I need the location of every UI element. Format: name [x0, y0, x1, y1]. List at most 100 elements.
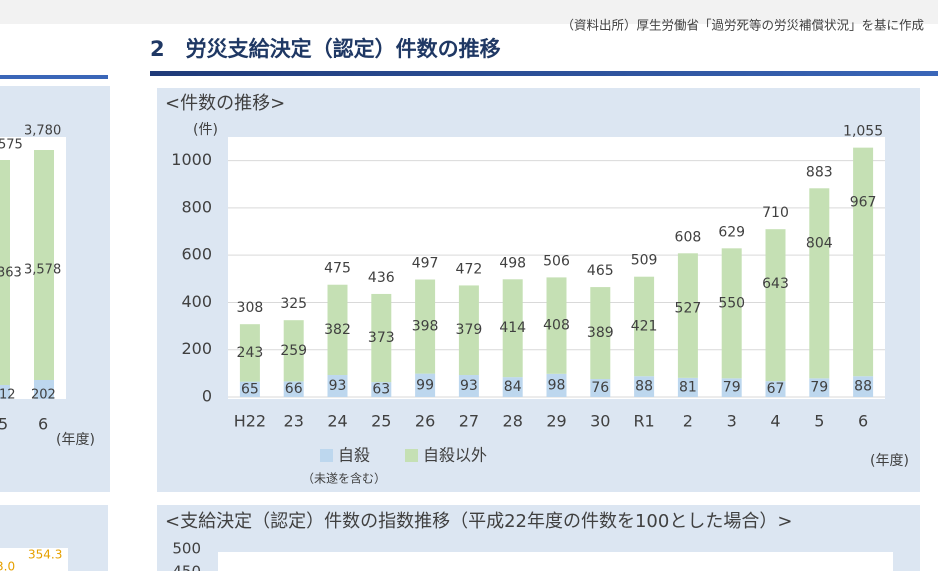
heading: 2 労災支給決定（認定）件数の推移	[150, 37, 501, 61]
bar-segment	[721, 378, 742, 397]
left-label: (年度)	[56, 432, 95, 448]
value-label: 643	[762, 276, 789, 292]
left-label: 575	[0, 138, 23, 153]
left-label: 202	[31, 388, 56, 403]
legend-label: 自殺	[338, 446, 370, 465]
value-label: 67	[767, 381, 785, 397]
value-label: 243	[237, 345, 264, 361]
value-label: 81	[679, 379, 697, 395]
x-tick-label: 25	[371, 412, 391, 431]
left-bar	[34, 380, 54, 399]
bar-segment	[327, 375, 348, 397]
value-label: 550	[718, 295, 745, 311]
value-label: 379	[456, 322, 483, 338]
bar-segment	[283, 381, 304, 397]
legend-swatch	[320, 449, 333, 462]
index-tick: 450	[172, 563, 201, 571]
y-tick-label: 600	[181, 245, 212, 264]
total-label: 883	[806, 164, 833, 180]
bar-segment	[283, 320, 304, 382]
value-label: 408	[543, 318, 570, 334]
value-label: 63	[372, 382, 390, 398]
y-axis-label: (件)	[193, 122, 218, 138]
bar-segment	[502, 279, 523, 378]
y-tick-label: 200	[181, 339, 212, 358]
value-label: 382	[324, 322, 351, 338]
index-plot	[218, 552, 893, 571]
value-label: 84	[504, 379, 522, 395]
bar-segment	[853, 376, 874, 397]
bar-segment	[765, 229, 786, 382]
index-tick: 500	[172, 540, 201, 558]
left-label: 3,780	[24, 124, 61, 139]
value-label: 967	[850, 195, 877, 211]
bar-segment	[415, 279, 436, 374]
left-label: 3,578	[24, 263, 61, 278]
value-label: 79	[723, 380, 741, 396]
bar-segment	[853, 147, 874, 377]
bar-segment	[502, 377, 523, 397]
value-label: 93	[460, 378, 478, 394]
bar-segment	[546, 373, 567, 397]
bar-segment	[590, 379, 611, 397]
total-label: 308	[237, 300, 264, 316]
total-label: 506	[543, 253, 570, 269]
total-label: 497	[412, 256, 439, 272]
left-rule	[0, 75, 108, 79]
y-tick-label: 1000	[171, 150, 212, 169]
legend-label: 自殺以外	[423, 446, 487, 465]
bar-segment	[458, 375, 479, 397]
total-label: 509	[631, 253, 658, 269]
left-label: 5	[0, 415, 8, 434]
value-label: 98	[548, 377, 566, 393]
bar-segment	[765, 381, 786, 397]
x-tick-label: 28	[503, 412, 523, 431]
index-label: 354.3	[28, 548, 62, 562]
x-tick-label: 30	[590, 412, 610, 431]
source: （資料出所）厚生労働省「過労死等の労災補償状況」を基に作成	[561, 18, 924, 33]
bar-segment	[634, 376, 655, 397]
x-tick-label: 4	[770, 412, 780, 431]
left-bar	[0, 385, 10, 399]
value-label: 259	[280, 343, 307, 359]
heading-rule	[150, 71, 938, 76]
bar-segment	[809, 188, 830, 379]
left-bar	[0, 160, 10, 385]
left-labels: 575 3,780 363 3,578 12 202 5 6 (年度)	[0, 124, 95, 449]
left-label: 363	[0, 266, 22, 281]
total-label: 325	[280, 296, 307, 312]
legend-swatch	[405, 449, 418, 462]
left-label: 6	[38, 415, 48, 434]
value-label: 76	[591, 380, 609, 396]
y-tick-label: 800	[181, 197, 212, 216]
value-label: 79	[810, 380, 828, 396]
bar-segment	[239, 324, 260, 382]
bar-segment	[677, 253, 698, 378]
bar-segment	[239, 381, 260, 397]
x-tick-label: 27	[459, 412, 479, 431]
x-tick-label: 24	[327, 412, 347, 431]
x-tick-label: R1	[633, 412, 654, 431]
x-tick-label: 6	[858, 412, 868, 431]
bar-segment	[546, 277, 567, 374]
left-bar	[34, 150, 54, 380]
x-tick-label: H22	[234, 412, 266, 431]
x-tick-label: 5	[814, 412, 824, 431]
bar-segment	[721, 248, 742, 379]
total-label: 472	[456, 261, 483, 277]
value-label: 804	[806, 235, 833, 251]
value-label: 389	[587, 325, 614, 341]
x-tick-label: 3	[727, 412, 737, 431]
value-label: 66	[285, 381, 303, 397]
value-label: 93	[329, 378, 347, 394]
left-label: 12	[0, 388, 16, 403]
chart-title: <件数の推移>	[165, 93, 285, 114]
total-label: 1,055	[843, 124, 883, 140]
bar-segment	[677, 377, 698, 397]
bar-segment	[327, 284, 348, 376]
bar-segment	[634, 276, 655, 377]
x-tick-label: 23	[284, 412, 304, 431]
bar-segment	[371, 382, 392, 397]
bar-segment	[809, 378, 830, 397]
